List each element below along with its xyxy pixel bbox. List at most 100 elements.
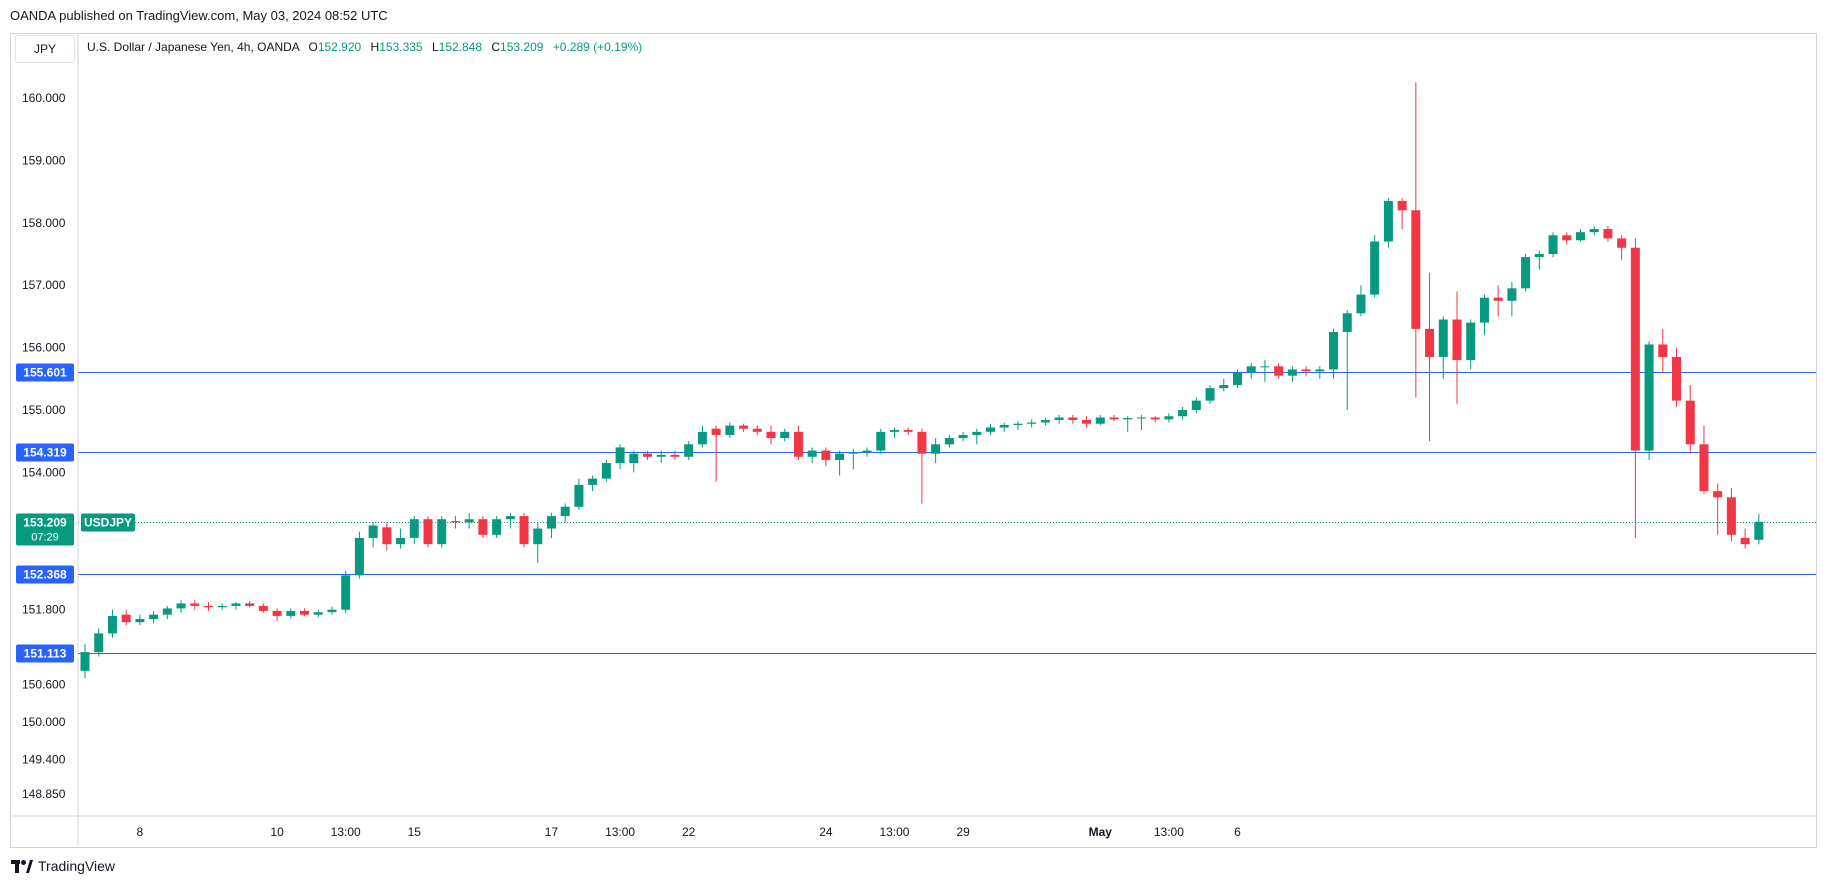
candle-body: [876, 431, 886, 451]
candle-body: [162, 608, 172, 615]
legend-high-label: H: [370, 40, 380, 54]
candle: [821, 447, 831, 467]
candle-body: [1246, 366, 1256, 373]
candle: [313, 609, 323, 618]
x-tick-label: May: [1089, 825, 1113, 839]
tradingview-brand[interactable]: TradingView: [11, 858, 115, 874]
candle-body: [546, 516, 556, 529]
candle-body: [492, 519, 502, 535]
candle: [272, 608, 282, 621]
candle-body: [1685, 400, 1695, 445]
candle-body: [258, 605, 268, 611]
chart-legend: U.S. Dollar / Japanese Yen, 4h, OANDA O1…: [87, 40, 642, 54]
candle-body: [725, 425, 735, 435]
candle-body: [848, 452, 858, 454]
x-tick-label: 13:00: [879, 825, 909, 839]
candle: [80, 644, 90, 679]
last-price-label: 153.209: [23, 516, 67, 530]
candle: [341, 570, 351, 613]
candle-body: [601, 463, 611, 479]
candle-body: [135, 619, 145, 623]
candle: [533, 522, 543, 563]
candle: [1672, 347, 1682, 407]
candle-body: [1548, 235, 1558, 254]
y-tick-label: 148.850: [22, 787, 66, 801]
legend-change: +0.289 (+0.19%): [552, 40, 643, 54]
candle: [1603, 225, 1613, 242]
legend-close-label: C: [491, 40, 501, 54]
candle: [1095, 414, 1105, 426]
candle: [1301, 366, 1311, 376]
y-tick-label: 149.400: [22, 752, 66, 766]
candle: [1507, 282, 1517, 317]
candle: [1466, 319, 1476, 370]
candle: [1383, 197, 1393, 248]
y-tick-label: 155.000: [22, 403, 66, 417]
candle-body: [1068, 417, 1078, 420]
candle: [670, 450, 680, 460]
candle-body: [1617, 238, 1627, 248]
y-tick-label: 156.000: [22, 341, 66, 355]
candle: [1123, 416, 1133, 432]
legend-low: 152.848: [438, 40, 483, 54]
candle-body: [780, 431, 790, 439]
candle: [409, 516, 419, 545]
candle: [1754, 513, 1764, 545]
candle: [149, 610, 159, 624]
candle: [1438, 316, 1448, 379]
candle: [1397, 197, 1407, 230]
candle: [519, 512, 529, 548]
candle-body: [203, 605, 213, 608]
candle: [588, 475, 598, 492]
candle: [725, 422, 735, 439]
candle: [1562, 232, 1572, 245]
candle: [300, 608, 310, 616]
candle: [1589, 225, 1599, 236]
candle-body: [1699, 444, 1709, 492]
candle-body: [533, 528, 543, 545]
candle-body: [1658, 344, 1668, 357]
candle-body: [684, 444, 694, 457]
candle-body: [478, 519, 488, 535]
candle: [1219, 378, 1229, 392]
candle-body: [1425, 328, 1435, 357]
candle-body: [1383, 200, 1393, 242]
candle: [848, 448, 858, 470]
x-tick-label: 8: [137, 825, 144, 839]
tradingview-logo-icon: [11, 859, 33, 873]
candle: [1260, 360, 1270, 382]
candle-body: [752, 428, 762, 432]
candle-body: [574, 484, 584, 507]
chart-frame: [10, 33, 1817, 848]
candle-body: [1726, 497, 1736, 535]
level-badge: [16, 443, 74, 462]
candle-body: [643, 453, 653, 457]
candle: [203, 602, 213, 611]
candle: [697, 425, 707, 448]
candle: [1054, 414, 1064, 424]
candle-body: [615, 447, 625, 464]
candle: [1699, 425, 1709, 495]
candle: [972, 428, 982, 445]
candle: [629, 450, 639, 473]
candle-body: [107, 615, 117, 634]
candle: [217, 603, 227, 610]
candle: [574, 478, 584, 510]
candle: [1013, 421, 1023, 430]
candle-body: [149, 614, 159, 620]
candle: [752, 425, 762, 435]
candle: [1658, 328, 1668, 373]
last-price-badge: [16, 513, 74, 546]
candle-body: [1644, 344, 1654, 451]
y-tick-label: 157.000: [22, 278, 66, 292]
candle: [1040, 417, 1050, 426]
candle: [107, 609, 117, 638]
candle: [1534, 250, 1544, 270]
candle: [1411, 82, 1421, 398]
candle: [986, 423, 996, 435]
candle-body: [1095, 417, 1105, 424]
candle: [1164, 413, 1174, 423]
candle: [1575, 229, 1585, 242]
quote-currency-box[interactable]: JPY: [15, 35, 75, 63]
